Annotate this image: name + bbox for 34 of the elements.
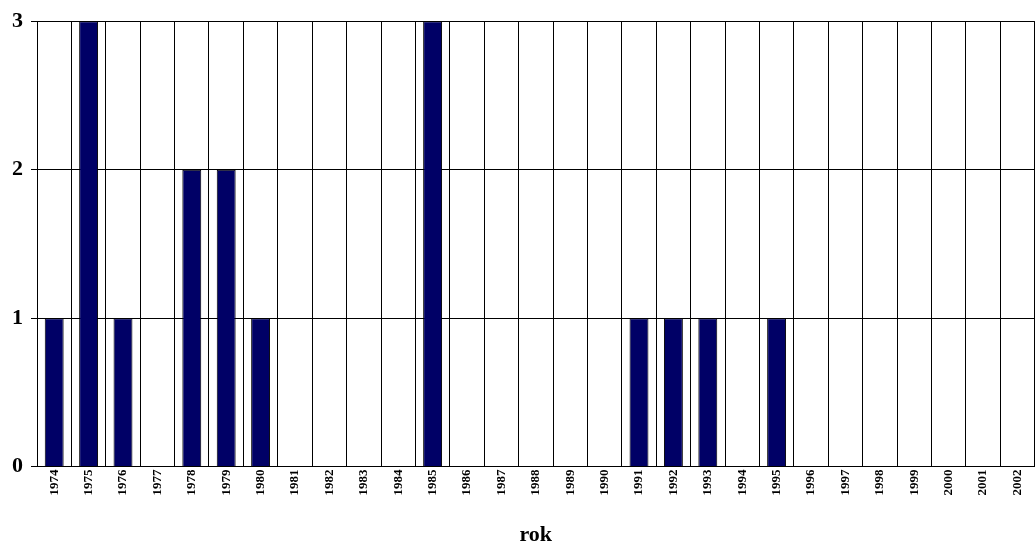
y-tick-label: 2 bbox=[12, 155, 23, 181]
x-tick-label: 1982 bbox=[320, 469, 336, 496]
x-tick-label: 1975 bbox=[79, 469, 95, 496]
x-tick-label: 1988 bbox=[527, 469, 543, 496]
x-tick-label: 1978 bbox=[183, 469, 199, 496]
x-tick-label: 2000 bbox=[939, 469, 955, 496]
x-tick-label: 1983 bbox=[355, 469, 371, 496]
x-tick-label: 1997 bbox=[836, 469, 852, 496]
x-tick-label: 1990 bbox=[595, 469, 611, 496]
x-tick-label: 1985 bbox=[423, 469, 439, 496]
x-tick-label: 1989 bbox=[561, 469, 577, 496]
x-tick-label: 1977 bbox=[148, 469, 164, 496]
x-tick-label: 1992 bbox=[664, 469, 680, 496]
y-tick-label: 0 bbox=[12, 452, 23, 478]
y-tick-label: 1 bbox=[12, 303, 23, 329]
x-tick-label: 1996 bbox=[802, 469, 818, 496]
x-tick-label: 1991 bbox=[630, 469, 646, 496]
x-tick-label: 1993 bbox=[699, 469, 715, 496]
x-tick-label: 1981 bbox=[286, 469, 302, 496]
x-tick-label: 1980 bbox=[251, 469, 267, 496]
x-tick-label: 1995 bbox=[767, 469, 783, 496]
x-tick-label: 1986 bbox=[458, 469, 474, 496]
x-tick-label: 2002 bbox=[1008, 469, 1024, 496]
x-tick-label: 1994 bbox=[733, 469, 749, 496]
x-tick-label: 1987 bbox=[492, 469, 508, 496]
x-tick-label: 1974 bbox=[45, 469, 61, 496]
y-tick-label: 3 bbox=[12, 6, 23, 32]
x-tick-label: 1998 bbox=[871, 469, 887, 496]
x-tick-label: 1979 bbox=[217, 469, 233, 496]
x-tick-label: 1999 bbox=[905, 469, 921, 496]
x-tick-label: 1976 bbox=[114, 469, 130, 496]
x-tick-label: 2001 bbox=[974, 469, 990, 496]
x-axis-title: rok bbox=[519, 521, 553, 547]
x-tick-label: 1984 bbox=[389, 469, 405, 496]
